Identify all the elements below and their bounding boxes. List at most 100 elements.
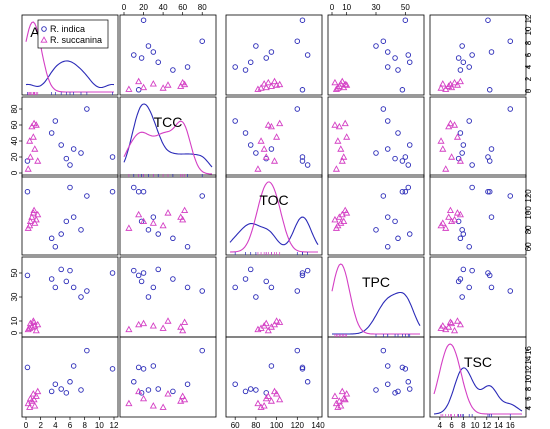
point-indica-7 [140,366,147,372]
point-indica-6 [294,288,301,294]
point-indica-7 [299,17,306,23]
point-succanina-2 [28,397,36,404]
point-indica-1 [170,388,176,395]
panel-tsc-toc [225,336,323,418]
point-indica-5 [253,150,259,156]
point-indica-4 [70,146,77,152]
tick-label-ac: 8 [82,421,87,429]
point-indica-6 [84,193,90,199]
point-indica-2 [406,142,413,148]
point-indica-1 [457,130,464,136]
point-succanina-3 [273,317,281,324]
point-indica-6 [199,347,205,354]
point-succanina-2 [267,122,275,130]
point-indica-9 [304,379,311,385]
tick-label-tsc: 16 [506,421,515,429]
point-indica-6 [199,288,205,294]
point-succanina-2 [445,213,453,220]
point-succanina-7 [437,137,445,144]
point-succanina-5 [450,326,459,334]
point-indica-9 [131,267,137,274]
density-toc-indica [229,216,319,246]
point-succanina-6 [135,320,143,328]
tick-label-tcc: 20 [10,152,19,161]
point-indica-2 [406,231,413,237]
point-indica-8 [384,64,391,70]
point-succanina-8 [341,395,349,403]
point-indica-8 [384,118,391,124]
tick-label-ac: 2 [38,421,43,429]
tick-label-tsc: 14 [524,355,533,364]
point-indica-0 [135,272,142,279]
point-succanina-2 [28,122,36,130]
diagonal-label-toc: TOC [259,192,288,208]
point-indica-5 [145,227,152,233]
point-succanina-6 [34,387,42,395]
point-indica-2 [155,386,161,392]
tick-label-tcc: 20 [139,3,148,12]
density-tsc-succanina [433,343,522,415]
point-succanina-0 [125,399,133,407]
tick-label-tcc: 40 [10,136,19,145]
point-indica-6 [294,347,301,354]
point-indica-6 [507,38,514,44]
density-toc-succanina [229,181,318,253]
point-indica-6 [507,106,514,112]
point-succanina-0 [442,85,450,92]
point-succanina-8 [276,318,284,325]
tick-label-tsc: 4 [438,421,443,429]
point-indica-5 [373,387,379,393]
point-succanina-3 [453,133,462,140]
point-succanina-6 [338,77,346,85]
point-indica-7 [402,154,409,160]
panel-tpc-tpc [327,256,425,338]
point-indica-7 [109,188,116,195]
point-indica-8 [232,64,238,70]
panel-tsc-tsc [429,336,527,418]
point-succanina-4 [337,402,345,409]
tick-label-ac: 8 [524,40,533,45]
point-indica-7 [485,17,491,23]
point-indica-8 [52,381,59,387]
point-succanina-7 [334,137,342,144]
point-succanina-5 [32,121,40,128]
point-indica-0 [399,188,406,195]
point-indica-8 [384,244,391,250]
tick-label-tpc: 10 [342,3,351,12]
point-succanina-4 [260,402,268,409]
point-succanina-2 [267,397,275,404]
point-indica-3 [138,390,145,396]
point-succanina-5 [264,392,272,399]
point-succanina-0 [442,165,450,172]
point-succanina-7 [437,324,445,331]
point-indica-6 [380,106,387,112]
point-indica-1 [242,67,249,73]
tick-label-ac: 10 [524,26,533,35]
panel-toc-ac [21,174,119,256]
point-succanina-4 [31,322,39,329]
point-succanina-4 [149,80,157,87]
point-indica-7 [299,366,306,372]
point-indica-3 [392,155,398,162]
point-succanina-8 [181,318,189,325]
point-succanina-6 [456,210,464,218]
point-succanina-8 [30,119,38,127]
point-indica-9 [304,162,311,168]
legend-entry-succanina: R. succanina [50,35,102,45]
point-succanina-7 [334,403,342,410]
point-succanina-7 [26,137,34,144]
point-indica-2 [247,59,254,65]
point-succanina-0 [125,224,133,231]
panel-toc-tpc [327,174,425,256]
point-succanina-5 [331,121,339,128]
point-indica-1 [395,388,401,395]
legend-marker-succanina [40,36,48,43]
point-indica-5 [373,150,379,156]
point-succanina-6 [135,387,143,395]
point-succanina-5 [331,78,339,86]
point-succanina-6 [270,157,279,164]
point-indica-6 [380,347,387,354]
point-indica-7 [299,270,306,276]
point-succanina-2 [445,323,453,330]
point-indica-4 [384,146,391,152]
